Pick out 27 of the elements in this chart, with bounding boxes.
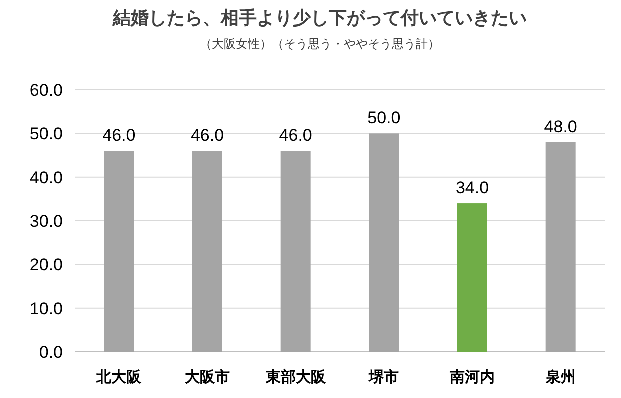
data-label: 46.0 <box>102 126 136 146</box>
bar <box>546 142 576 352</box>
chart-title: 結婚したら、相手より少し下がって付いていきたい <box>112 8 527 28</box>
data-label: 48.0 <box>544 117 578 136</box>
x-tick-label: 南河内 <box>449 369 495 386</box>
x-tick-label: 大阪市 <box>185 368 230 386</box>
y-tick-label: 10.0 <box>30 299 63 318</box>
y-tick-label: 0.0 <box>39 343 63 362</box>
bar <box>280 151 311 352</box>
data-label: 46.0 <box>279 126 312 146</box>
bar <box>104 151 134 352</box>
y-tick-label: 50.0 <box>30 124 63 144</box>
bar <box>192 151 222 352</box>
bar <box>369 134 400 352</box>
x-tick-label: 泉州 <box>544 369 576 386</box>
x-tick-label: 東部大阪 <box>264 368 327 386</box>
data-label: 46.0 <box>190 126 224 146</box>
x-tick-label: 北大阪 <box>96 369 143 386</box>
y-tick-label: 40.0 <box>30 168 63 188</box>
y-tick-label: 60.0 <box>30 81 63 100</box>
y-tick-label: 20.0 <box>30 256 63 275</box>
data-label: 34.0 <box>456 178 490 198</box>
data-label: 50.0 <box>368 108 401 128</box>
bar <box>458 204 488 352</box>
x-tick-label: 堺市 <box>368 368 400 386</box>
y-tick-label: 30.0 <box>30 212 63 231</box>
chart-subtitle: （大阪女性）（そう思う・ややそう思う計） <box>200 37 440 51</box>
